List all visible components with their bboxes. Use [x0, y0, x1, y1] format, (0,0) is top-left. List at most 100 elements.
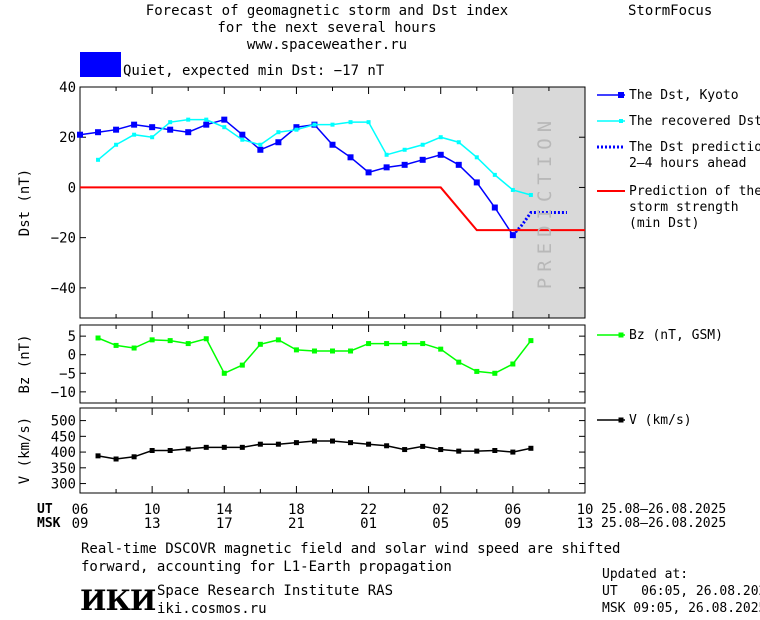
x-tick-label-msk: 01 — [360, 516, 377, 532]
data-point — [257, 146, 264, 153]
y-tick-label: −20 — [51, 231, 76, 247]
legend-marker-dst-recovered-point — [619, 119, 623, 123]
data-point — [95, 129, 102, 136]
legend-marker-dst-kyoto-point — [618, 92, 624, 98]
data-point — [455, 161, 462, 168]
footer-note-line-1: Real-time DSCOVR magnetic field and sola… — [81, 541, 621, 557]
data-point — [113, 456, 119, 462]
series-line — [511, 211, 567, 237]
data-point — [438, 447, 444, 453]
y-tick-label: 300 — [51, 477, 76, 493]
data-point — [311, 348, 317, 354]
series-line — [80, 186, 585, 232]
data-point — [275, 441, 281, 447]
y-tick-label: −5 — [59, 366, 76, 382]
data-point — [419, 156, 426, 163]
data-point — [221, 444, 227, 450]
data-point — [167, 338, 173, 344]
data-point — [95, 335, 101, 341]
data-point — [402, 447, 408, 453]
data-point — [113, 342, 119, 348]
data-point — [420, 142, 425, 147]
data-point — [131, 345, 137, 351]
data-point — [348, 120, 353, 125]
legend-v-label: V (km/s) — [629, 413, 692, 428]
x-tick-label-msk: 13 — [577, 516, 594, 532]
legend-marker-bz-point — [618, 332, 624, 338]
data-point — [330, 122, 335, 127]
data-point — [131, 121, 138, 128]
msk-axis-label: MSK — [37, 516, 61, 531]
title-line-2: for the next several hours — [217, 20, 437, 36]
data-point — [294, 127, 299, 132]
y-tick-label: 350 — [51, 461, 76, 477]
data-point — [167, 448, 173, 453]
data-point — [275, 139, 282, 146]
data-point — [185, 446, 191, 452]
updated-label: Updated at: — [602, 567, 689, 582]
data-point — [311, 438, 317, 444]
data-point — [150, 135, 155, 140]
status-swatch — [80, 52, 121, 77]
data-point — [348, 348, 354, 354]
data-point — [221, 370, 227, 376]
data-point — [329, 141, 336, 148]
data-point — [420, 443, 426, 449]
data-point — [474, 448, 480, 454]
data-point — [456, 359, 462, 365]
data-point — [366, 341, 372, 347]
data-point — [185, 341, 191, 347]
legend-storm-strength-line-1: Prediction of the — [629, 184, 760, 199]
x-tick-label-msk: 09 — [72, 516, 89, 532]
x-tick-label-ut: 10 — [577, 502, 594, 518]
data-point — [366, 120, 371, 125]
data-point — [221, 116, 228, 123]
ut-date-range: 25.08–26.08.2025 — [601, 502, 727, 517]
data-point — [293, 440, 299, 446]
data-point — [185, 129, 192, 136]
data-point — [510, 361, 516, 367]
x-tick-label-ut: 10 — [144, 502, 161, 518]
data-point — [257, 341, 263, 347]
institute-website[interactable]: iki.cosmos.ru — [157, 601, 267, 617]
data-point — [239, 362, 245, 368]
brand-name: StormFocus — [628, 3, 713, 19]
data-point — [492, 370, 498, 376]
x-tick-label-ut: 06 — [72, 502, 89, 518]
updated-block: Updated at: UT 06:05, 26.08.2025 MSK 09:… — [602, 566, 760, 617]
y-tick-label: −40 — [51, 281, 76, 297]
panel-frame — [79, 86, 586, 319]
legend-dst-recovered: The recovered Dst — [629, 114, 760, 130]
data-point — [222, 125, 227, 130]
data-point — [275, 337, 281, 343]
data-point — [528, 192, 533, 197]
data-point — [366, 441, 372, 447]
prediction-label: PREDICTION — [534, 115, 556, 289]
y-tick-label: 450 — [51, 429, 76, 445]
x-tick-label-ut: 06 — [504, 502, 521, 518]
data-point — [203, 444, 209, 450]
panel-frame — [79, 324, 586, 404]
title-line-1: Forecast of geomagnetic storm and Dst in… — [145, 3, 509, 19]
panel-2: 5 0 −5 −10 Bz (nT) — [17, 324, 586, 404]
legend-marker-v-point — [618, 417, 624, 423]
x-tick-label-msk: 17 — [216, 516, 233, 532]
data-point — [239, 444, 245, 450]
legend-dst-kyoto: The Dst, Kyoto — [629, 88, 739, 104]
y-tick-label: 0 — [68, 180, 76, 196]
data-point — [186, 117, 191, 122]
legend-storm-strength: Prediction of the storm strength (min Ds… — [629, 184, 760, 232]
data-point — [293, 124, 300, 131]
data-point — [204, 117, 209, 122]
data-point — [149, 124, 156, 131]
institute-name: Space Research Institute RAS — [157, 583, 394, 599]
data-point — [330, 438, 335, 444]
title-line-3: www.spaceweather.ru — [246, 37, 408, 53]
data-point — [168, 120, 173, 125]
legend-bz-label: Bz (nT, GSM) — [629, 328, 723, 343]
legend-bz: Bz (nT, GSM) — [629, 328, 723, 344]
legend-dst-prediction-line-2: 2–4 hours ahead — [629, 156, 747, 171]
data-point — [167, 126, 174, 133]
x-tick-label-ut: 02 — [432, 502, 449, 518]
